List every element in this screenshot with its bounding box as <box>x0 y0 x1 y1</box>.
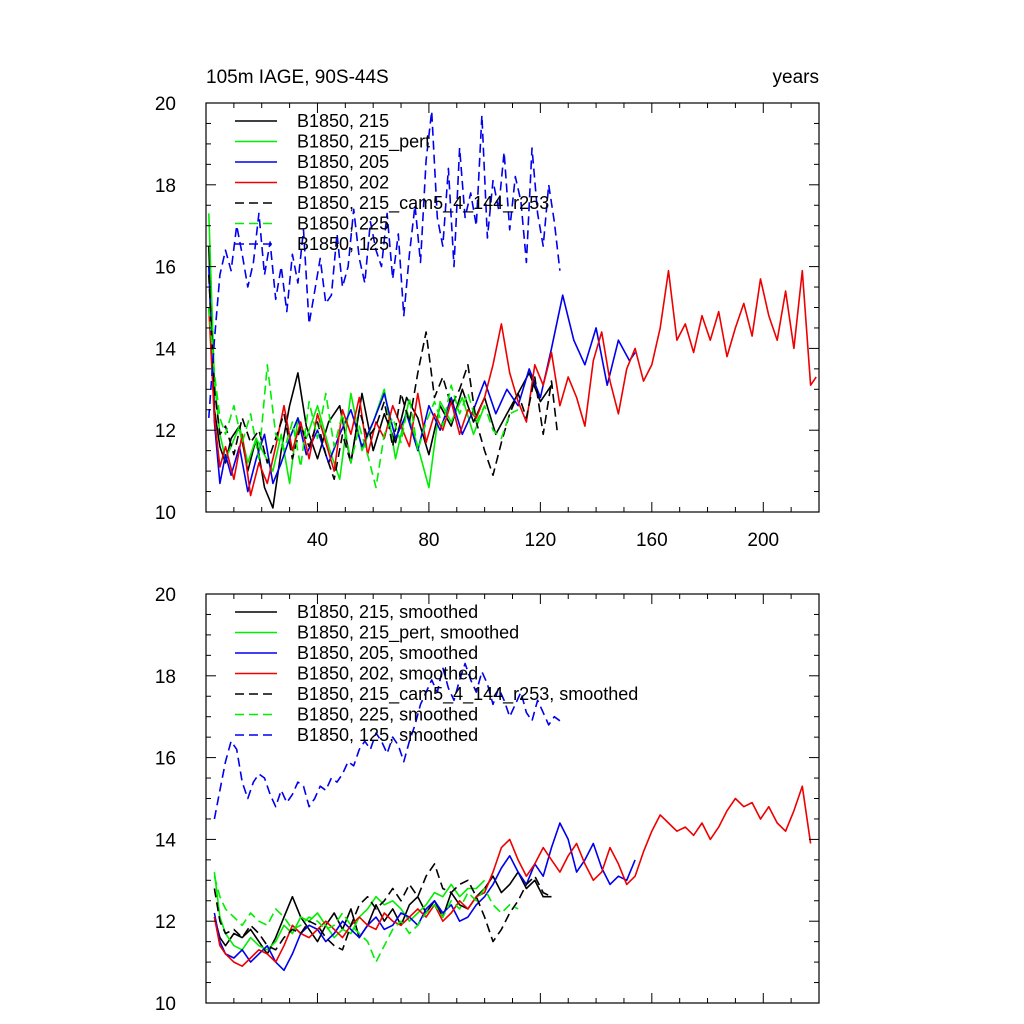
y-tick-label: 14 <box>155 339 177 360</box>
series-line-b1850-215-pert: B1850, 215_pert <box>208 213 486 489</box>
y-tick-label: 20 <box>155 94 176 115</box>
legend-label: B1850, 202 <box>297 173 389 193</box>
legend-label: B1850, 125 <box>297 234 389 254</box>
series-line-b1850-225-smoothed: B1850, 225, smoothed <box>213 875 519 963</box>
series-line-b1850-125: B1850, 125 <box>208 110 561 418</box>
y-tick-label: 10 <box>155 503 176 524</box>
y-tick-label: 10 <box>155 994 176 1015</box>
legend-label: B1850, 225, smoothed <box>297 705 478 725</box>
legend-label: B1850, 215_cam5_4_144_r253, smoothed <box>297 684 638 705</box>
x-tick-label: 120 <box>525 530 557 551</box>
x-tick-label: 160 <box>636 530 668 551</box>
y-tick-label: 16 <box>155 258 176 279</box>
legend-label: B1850, 215, smoothed <box>297 602 478 622</box>
series-line-b1850-215-smoothed: B1850, 215, smoothed <box>213 871 552 955</box>
legend-label: B1850, 205 <box>297 152 389 172</box>
series-line-b1850-202-smoothed: B1850, 202, smoothed <box>213 785 812 968</box>
series-line-b1850-225: B1850, 225 <box>208 307 519 489</box>
legend-label: B1850, 215_pert <box>297 132 430 153</box>
series-line-b1850-205-smoothed: B1850, 205, smoothed <box>213 822 636 972</box>
y-tick-label: 16 <box>155 749 176 770</box>
y-tick-label: 18 <box>155 667 176 688</box>
x-tick-label: 80 <box>418 530 439 551</box>
y-tick-label: 18 <box>155 176 176 197</box>
legend-label: B1850, 215_pert, smoothed <box>297 623 519 644</box>
legend-label: B1850, 215_cam5_4_144_r253 <box>297 193 549 214</box>
legend-label: B1850, 225 <box>297 214 389 234</box>
chart-title-left: 105m IAGE, 90S-44S <box>206 67 389 88</box>
series-line-b1850-215: B1850, 215 <box>208 246 553 509</box>
y-tick-label: 14 <box>155 830 177 851</box>
series-line-b1850-215-cam5-4-144-r253-smoothed: B1850, 215_cam5_4_144_r253, smoothed <box>213 863 552 951</box>
y-tick-label: 20 <box>155 585 176 606</box>
legend-label: B1850, 205, smoothed <box>297 643 478 663</box>
legend-label: B1850, 202, smoothed <box>297 664 478 684</box>
chart-title-right: years <box>773 67 819 88</box>
series-line-b1850-125-smoothed: B1850, 125, smoothed <box>213 662 561 820</box>
y-tick-label: 12 <box>155 421 176 442</box>
x-tick-label: 40 <box>307 530 328 551</box>
legend-label: B1850, 215 <box>297 111 389 131</box>
y-tick-label: 12 <box>155 912 176 933</box>
x-tick-label: 200 <box>747 530 779 551</box>
legend-label: B1850, 125, smoothed <box>297 725 478 745</box>
